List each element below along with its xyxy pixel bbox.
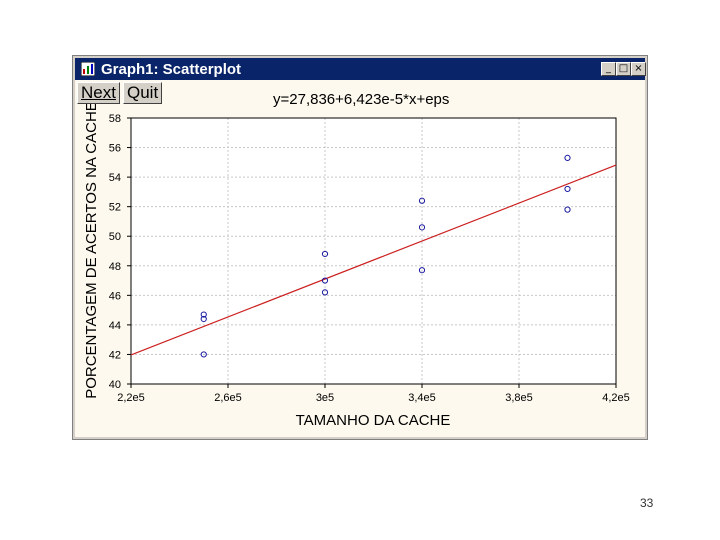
maximize-icon: □ (618, 63, 629, 74)
graph-area: 40 42 44 46 48 50 52 54 56 58 2,2e5 2,6e5 3e5 3,4e5 3,… (75, 80, 645, 437)
data-point (200, 351, 207, 358)
minimize-button[interactable]: _ (601, 62, 616, 76)
window-titlebar[interactable]: Graph1: Scatterplot _ □ × (75, 58, 646, 80)
y-tick-label: 56 (109, 143, 121, 155)
quit-button-label: Quit (127, 83, 159, 102)
x-tick-label: 4,2e5 (602, 392, 630, 404)
x-axis-label: TAMANHO DA CACHE (296, 412, 451, 429)
page-number: 33 (640, 496, 654, 510)
data-point (418, 197, 426, 204)
y-tick-label: 40 (109, 379, 121, 391)
regression-line (130, 164, 617, 356)
scatterplot-window: Graph1: Scatterplot _ □ × 40 42 44 46 48 50 52… (72, 55, 648, 440)
maximize-button[interactable]: □ (616, 62, 631, 76)
x-tick-label: 3e5 (316, 392, 334, 404)
data-point (564, 206, 571, 213)
scatterplot-chart: 40 42 44 46 48 50 52 54 56 58 2,2e5 2,6e5 3e5 3,4e5 3,… (83, 91, 630, 429)
data-point (321, 277, 329, 284)
chart-title: y=27,836+6,423e-5*x+eps (273, 91, 449, 108)
next-button-label: Next (81, 83, 116, 102)
y-tick-label: 50 (109, 231, 121, 243)
y-tick-label: 46 (109, 290, 121, 302)
y-tick-label: 48 (109, 261, 121, 273)
plot-frame (130, 117, 617, 385)
x-tick-label: 3,4e5 (408, 392, 436, 404)
data-point (418, 224, 426, 231)
next-button[interactable]: Next (77, 82, 120, 104)
x-tick-label: 3,8e5 (505, 392, 533, 404)
close-button[interactable]: × (631, 62, 646, 76)
data-point (321, 250, 329, 258)
data-point (200, 315, 207, 323)
x-tick-label: 2,6e5 (214, 392, 242, 404)
data-point (418, 267, 426, 274)
y-tick-label: 52 (109, 202, 121, 214)
y-tick-label: 54 (109, 172, 121, 184)
data-point (200, 311, 207, 318)
data-point (564, 154, 571, 162)
graph-window-icon (81, 62, 95, 76)
data-point (564, 185, 571, 193)
y-axis-label: PORCENTAGEM DE ACERTOS NA CACHE (83, 101, 100, 399)
close-icon: × (634, 63, 643, 74)
window-title: Graph1: Scatterplot (101, 61, 242, 78)
quit-button[interactable]: Quit (123, 82, 163, 104)
plot-background (131, 118, 616, 384)
minimize-icon: _ (606, 63, 611, 74)
y-tick-label: 58 (109, 113, 121, 125)
y-tick-label: 42 (109, 349, 121, 361)
x-tick-label: 2,2e5 (117, 392, 145, 404)
data-point (321, 289, 329, 296)
y-tick-label: 44 (109, 320, 121, 332)
